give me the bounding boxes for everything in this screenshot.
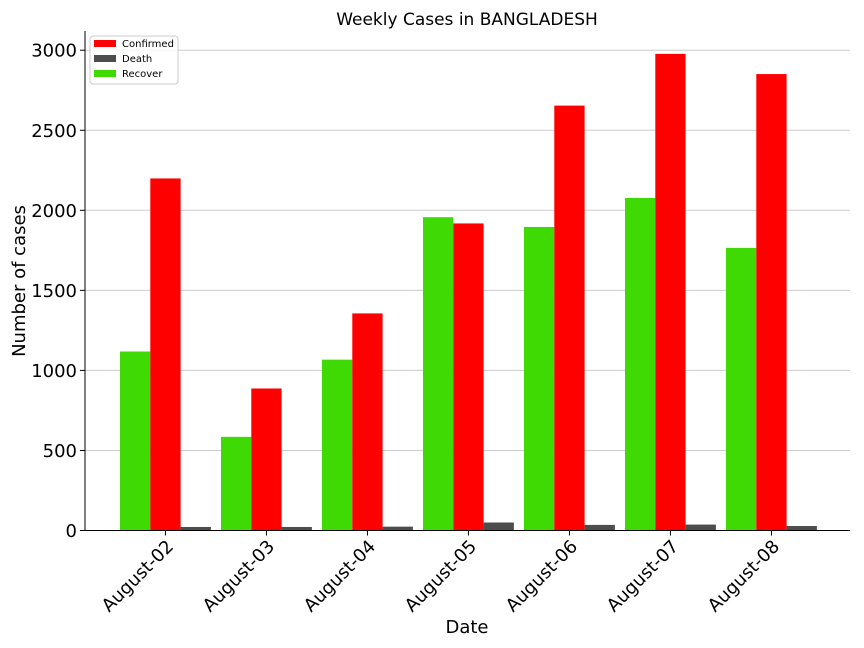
bar-recover-august-07 [625, 197, 656, 531]
x-tick-label: August-02 [98, 536, 178, 616]
y-axis-label: Number of cases [9, 205, 30, 357]
bar-death-august-07 [685, 524, 716, 531]
legend-swatch-confirmed [94, 40, 116, 47]
bar-death-august-04 [382, 526, 413, 531]
x-tick-label: August-04 [300, 536, 380, 616]
legend-swatch-death [94, 55, 116, 62]
x-tick-label: August-07 [603, 536, 683, 616]
legend-label-death: Death [122, 54, 152, 65]
chart-title: Weekly Cases in BANGLADESH [336, 10, 598, 30]
bar-death-august-03 [281, 526, 312, 531]
legend-swatch-recover [94, 70, 116, 77]
bars [120, 53, 817, 531]
bar-confirmed-august-05 [453, 223, 484, 531]
x-axis-label: Date [445, 617, 488, 638]
bar-recover-august-08 [726, 247, 757, 531]
legend-label-recover: Recover [122, 69, 163, 80]
bar-confirmed-august-06 [554, 105, 585, 531]
y-tick-label: 3000 [31, 41, 77, 62]
y-tick-label: 1000 [31, 361, 77, 382]
legend: Confirmed Death Recover [89, 35, 179, 85]
y-tick-label: 0 [66, 521, 77, 542]
y-tick-label: 2500 [31, 121, 77, 142]
bar-death-august-08 [786, 526, 817, 531]
y-ticks: 0 500 1000 1500 2000 2500 3000 [31, 41, 85, 542]
bar-confirmed-august-07 [655, 53, 686, 531]
bar-confirmed-august-03 [251, 388, 282, 531]
bar-recover-august-02 [120, 351, 151, 531]
y-tick-label: 1500 [31, 281, 77, 302]
legend-label-confirmed: Confirmed [122, 39, 174, 50]
x-ticks: August-02 August-03 August-04 August-05 Augu… [98, 530, 784, 616]
bar-confirmed-august-02 [150, 178, 181, 531]
x-tick-label: August-03 [199, 536, 279, 616]
y-tick-label: 500 [43, 441, 77, 462]
axes [84, 31, 850, 531]
bar-confirmed-august-04 [352, 313, 383, 531]
bar-death-august-05 [483, 522, 514, 531]
bar-recover-august-03 [221, 436, 252, 531]
bar-death-august-02 [180, 526, 211, 531]
bar-recover-august-04 [322, 359, 353, 531]
x-tick-label: August-08 [704, 536, 784, 616]
bar-confirmed-august-08 [756, 74, 787, 531]
bar-recover-august-05 [423, 217, 454, 531]
y-tick-label: 2000 [31, 201, 77, 222]
bar-recover-august-06 [524, 226, 555, 531]
x-tick-label: August-06 [502, 536, 582, 616]
bar-death-august-06 [584, 524, 615, 531]
x-tick-label: August-05 [401, 536, 481, 616]
